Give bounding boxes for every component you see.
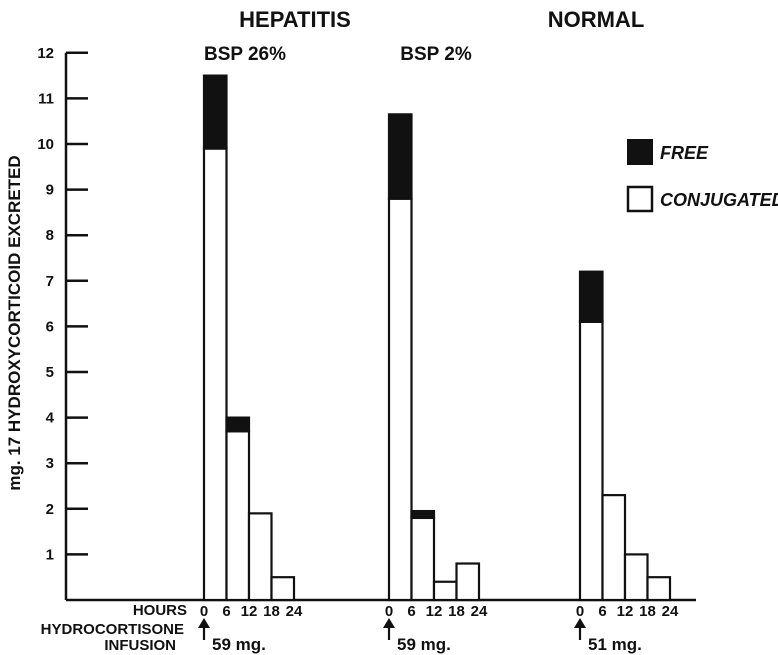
panel-3-hour-tick-18: 18	[639, 603, 656, 620]
panel-3-hour-tick-24: 24	[662, 603, 679, 620]
legend-label-free: FREE	[660, 143, 709, 163]
panel-2-infusion-arrow-head	[383, 618, 395, 628]
panel-3: 0 6 12 18 24 51 mg.	[574, 270, 679, 654]
panel-1-hour-tick-24: 24	[286, 603, 303, 620]
panel-2-hour-tick-24: 24	[471, 603, 488, 620]
panel-2-hour-tick-18: 18	[448, 603, 465, 620]
panel-2-hour-tick-0: 0	[385, 603, 393, 620]
panel-1-bar-18-24-conjugated	[270, 576, 296, 602]
y-tick-label-1: 1	[46, 546, 54, 563]
group-title-normal: NORMAL	[548, 7, 645, 32]
hours-label: HOURS	[133, 602, 187, 619]
panel-1-bar-6-12-free	[225, 416, 251, 433]
panel-2-infusion-dose: 59 mg.	[397, 635, 451, 654]
panel-2-infusion-arrow	[383, 618, 395, 640]
y-tick-label-9: 9	[46, 182, 54, 199]
infusion-label-line-1: HYDROCORTISONE	[41, 621, 184, 638]
y-tick-label-12: 12	[37, 45, 54, 62]
panel-2-bar-6-12-free	[410, 509, 436, 520]
legend-swatch-free	[627, 139, 653, 165]
bsp-label-panel-1: BSP 26%	[204, 44, 286, 65]
panel-2-hour-tick-6: 6	[407, 603, 415, 620]
panel-1-hour-tick-12: 12	[241, 603, 258, 620]
panel-2-bar-18-24-conjugated	[455, 562, 481, 602]
panel-1-hour-tick-6: 6	[222, 603, 230, 620]
panel-2-bar-12-18-conjugated	[432, 580, 458, 602]
panel-3-bar-6-12-conjugated	[601, 494, 627, 602]
panel-3-infusion-dose: 51 mg.	[588, 635, 642, 654]
panel-3-hour-tick-12: 12	[617, 603, 634, 620]
y-axis-label: mg. 17 HYDROXYCORTICOID EXCRETED	[5, 155, 24, 490]
y-tick-label-11: 11	[38, 90, 54, 107]
group-title-hepatitis: HEPATITIS	[239, 7, 351, 32]
panel-1-infusion-dose: 59 mg.	[212, 635, 266, 654]
legend-swatch-conjugated	[626, 185, 654, 213]
y-tick-label-4: 4	[46, 410, 55, 427]
panel-2-bar-6-12-conjugated	[410, 516, 436, 602]
panel-1-hour-tick-0: 0	[200, 603, 208, 620]
panel-3-bar-0-6-conjugated	[578, 320, 604, 602]
panel-3-hour-tick-0: 0	[576, 603, 584, 620]
y-tick-label-10: 10	[37, 136, 54, 153]
legend-label-conjugated: CONJUGATED	[660, 190, 778, 210]
panel-1-infusion-arrow-head	[198, 618, 210, 628]
infusion-label-line-2: INFUSION	[104, 637, 176, 654]
panel-2-bar-0-6-free	[387, 113, 413, 200]
panel-2: 0 6 12 18 24 59 mg.	[383, 113, 488, 654]
panel-3-bar-0-6-free	[578, 270, 604, 323]
panel-2-bar-0-6-conjugated	[387, 197, 413, 602]
y-tick-label-7: 7	[46, 273, 54, 290]
panel-1-infusion-arrow	[198, 618, 210, 640]
y-tick-label-5: 5	[46, 364, 54, 381]
panel-1-bar-6-12-conjugated	[225, 430, 251, 602]
panel-1: 0 6 12 18 24 59 mg.	[198, 74, 303, 654]
legend: FREE CONJUGATED	[626, 139, 778, 213]
panel-3-infusion-arrow-head	[574, 618, 586, 628]
panel-1-hour-tick-18: 18	[263, 603, 280, 620]
bsp-label-panel-2: BSP 2%	[400, 44, 472, 65]
panel-3-bar-12-18-conjugated	[623, 553, 649, 602]
y-tick-label-8: 8	[46, 227, 54, 244]
y-tick-label-2: 2	[46, 501, 54, 518]
panel-3-bar-18-24-conjugated	[646, 576, 672, 602]
panel-3-infusion-arrow	[574, 618, 586, 640]
y-tick-label-6: 6	[46, 318, 54, 335]
panel-3-hour-tick-6: 6	[598, 603, 606, 620]
y-tick-label-3: 3	[46, 455, 54, 472]
panel-1-bar-0-6-conjugated	[202, 147, 228, 602]
panel-1-bar-12-18-conjugated	[247, 512, 273, 602]
panel-1-bar-0-6-free	[202, 74, 228, 150]
panel-2-hour-tick-12: 12	[426, 603, 443, 620]
